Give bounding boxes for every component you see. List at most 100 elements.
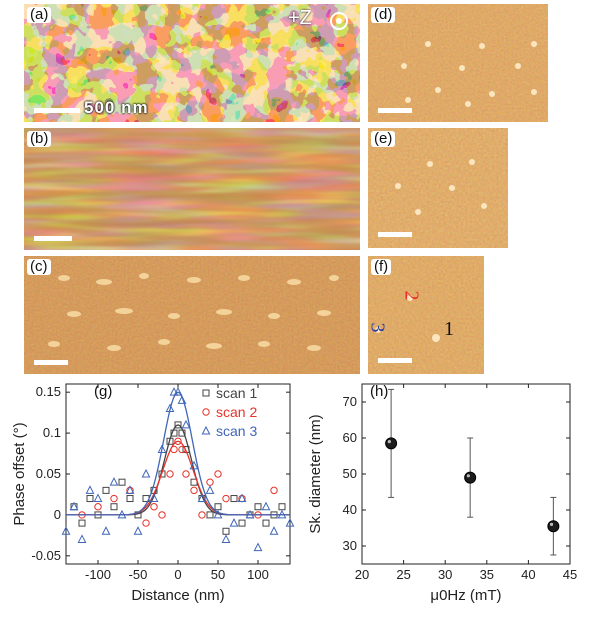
chart-g-point-scan3 bbox=[157, 444, 167, 453]
chart-g-point-scan2 bbox=[174, 437, 182, 445]
chart-g-x-tick-label: -100 bbox=[85, 567, 111, 582]
chart-g-point-scan3 bbox=[181, 419, 191, 429]
chart-h-x-tick-label: 20 bbox=[355, 567, 369, 582]
chart-h-data-point bbox=[385, 437, 398, 450]
chart-g-point-scan3 bbox=[85, 485, 95, 494]
chart-g-point-scan1 bbox=[214, 503, 222, 511]
chart-h-y-axis-label: Sk. diameter (nm) bbox=[307, 414, 324, 533]
mfm-image-d bbox=[368, 4, 548, 122]
panel-label-f: (f) bbox=[371, 259, 392, 275]
skyrmion-marker-1: 1 bbox=[444, 318, 454, 340]
chart-g-point-scan1 bbox=[238, 519, 246, 527]
chart-h-data-point-highlight bbox=[549, 522, 554, 526]
mfm-panel-e: (e) bbox=[368, 128, 508, 248]
chart-g-fit-line-3 bbox=[66, 391, 290, 516]
chart-g-y-tick-label: 0.05 bbox=[36, 466, 61, 481]
chart-g-point-scan2 bbox=[222, 494, 230, 503]
skyrmion-spots-d bbox=[401, 41, 537, 107]
panel-label-d: (d) bbox=[371, 7, 396, 23]
mfm-panel-f: (f) 1 2 3 bbox=[368, 256, 484, 374]
skyrmion-spots-e bbox=[395, 159, 487, 215]
chart-g-point-scan3 bbox=[197, 493, 207, 503]
scalebar-d bbox=[378, 108, 412, 113]
chart-g-point-scan1 bbox=[102, 486, 110, 494]
mfm-panel-c: (c) bbox=[24, 256, 360, 374]
chart-g-point-scan1 bbox=[110, 503, 118, 511]
mfm-panel-a: (a) 500 nm +Z bbox=[24, 4, 360, 122]
mfm-image-a bbox=[24, 4, 360, 122]
chart-g-point-scan3 bbox=[269, 526, 279, 535]
chart-g-panel-label: (g) bbox=[94, 383, 112, 400]
chart-g-point-scan2 bbox=[142, 519, 150, 527]
skyrmion-marker-3: 3 bbox=[368, 322, 389, 333]
chart-h-data-point bbox=[547, 520, 560, 533]
skyrmion-spots-c bbox=[48, 273, 339, 351]
chart-h-x-tick-label: 30 bbox=[438, 567, 452, 582]
chart-g-point-scan3 bbox=[205, 485, 215, 494]
chart-g-point-scan3 bbox=[165, 403, 175, 413]
chart-h-x-tick-label: 35 bbox=[480, 567, 494, 582]
scalebar-label-a: 500 nm bbox=[84, 98, 149, 117]
skyrmion-marker-2: 2 bbox=[400, 290, 423, 301]
skyrmion-1 bbox=[432, 334, 440, 342]
chart-g-point-scan3 bbox=[109, 477, 119, 486]
chart-g-point-scan1 bbox=[254, 503, 262, 511]
chart-g-point-scan2 bbox=[178, 445, 186, 454]
chart-h-y-tick-label: 50 bbox=[343, 466, 357, 481]
chart-g-point-scan1 bbox=[278, 503, 286, 511]
chart-g-y-tick-label: -0.05 bbox=[31, 548, 61, 563]
chart-g-point-scan2 bbox=[198, 511, 206, 519]
skyrmion-diameter-chart: (h) 20 25 30 35 40 45 30 40 50 60 70 μ0Hz (mT) Sk. d… bbox=[307, 383, 577, 604]
chart-g-y-tick-label: 0 bbox=[54, 507, 61, 522]
chart-g-point-scan1 bbox=[166, 437, 174, 445]
chart-g-point-scan2 bbox=[94, 503, 102, 511]
phase-profile-chart: (g) -100 -50 0 50 100 -0.05 0 0.05 0.1 0.15 Distan… bbox=[11, 383, 295, 604]
chart-g-x-tick-label: 100 bbox=[247, 567, 269, 582]
chart-g-x-tick-label: 0 bbox=[174, 567, 181, 582]
chart-g-point-scan3 bbox=[261, 501, 271, 511]
chart-g-point-scan2 bbox=[190, 486, 198, 495]
chart-g-point-scan2 bbox=[214, 470, 222, 478]
chart-g-point-scan3 bbox=[125, 485, 135, 494]
chart-h-x-tick-label: 45 bbox=[563, 567, 577, 582]
chart-g-point-scan3 bbox=[277, 509, 287, 519]
chart-g-y-tick-label: 0.15 bbox=[36, 384, 61, 399]
chart-g-x-tick-label: -50 bbox=[129, 567, 148, 582]
scalebar-c bbox=[34, 360, 68, 365]
chart-g-point-scan2 bbox=[158, 511, 166, 519]
chart-h-x-tick-label: 25 bbox=[396, 567, 410, 582]
chart-g-point-scan3 bbox=[221, 534, 231, 543]
z-axis-out-of-plane-icon bbox=[330, 12, 348, 30]
chart-g-point-scan3 bbox=[177, 395, 187, 404]
chart-g-legend-marker bbox=[202, 389, 210, 397]
chart-g-point-scan3 bbox=[253, 542, 263, 552]
skyrmion-3 bbox=[375, 327, 381, 333]
chart-g-legend-label: scan 1 bbox=[216, 385, 257, 401]
chart-g-legend-marker bbox=[201, 425, 211, 435]
scalebar-b bbox=[34, 236, 72, 241]
chart-g-point-scan1 bbox=[206, 511, 214, 519]
scalebar-f bbox=[378, 358, 412, 363]
chart-g-x-tick-label: 50 bbox=[211, 567, 225, 582]
chart-h-x-tick-label: 40 bbox=[521, 567, 535, 582]
chart-g-point-scan2 bbox=[206, 478, 214, 486]
chart-g-legend-label: scan 2 bbox=[216, 404, 257, 420]
mfm-image-e bbox=[368, 128, 508, 248]
chart-h-y-tick-label: 70 bbox=[343, 394, 357, 409]
panel-label-c: (c) bbox=[27, 259, 51, 275]
chart-g-point-scan3 bbox=[77, 534, 87, 543]
chart-g-point-scan3 bbox=[237, 493, 247, 503]
chart-g-point-scan3 bbox=[101, 526, 111, 535]
chart-h-data-point-highlight bbox=[466, 474, 470, 478]
panel-label-e: (e) bbox=[371, 131, 396, 147]
chart-h-x-axis-label: μ0Hz (mT) bbox=[430, 587, 501, 604]
chart-g-point-scan3 bbox=[93, 493, 103, 503]
scalebar-e bbox=[378, 232, 412, 237]
chart-g-point-scan2 bbox=[270, 486, 278, 495]
chart-g-point-scan1 bbox=[262, 519, 270, 527]
chart-h-data-point bbox=[464, 471, 477, 484]
chart-h-y-tick-label: 30 bbox=[343, 538, 357, 553]
chart-g-point-scan2 bbox=[170, 445, 178, 454]
chart-g-point-scan1 bbox=[170, 429, 178, 437]
chart-g-point-scan3 bbox=[117, 509, 127, 519]
